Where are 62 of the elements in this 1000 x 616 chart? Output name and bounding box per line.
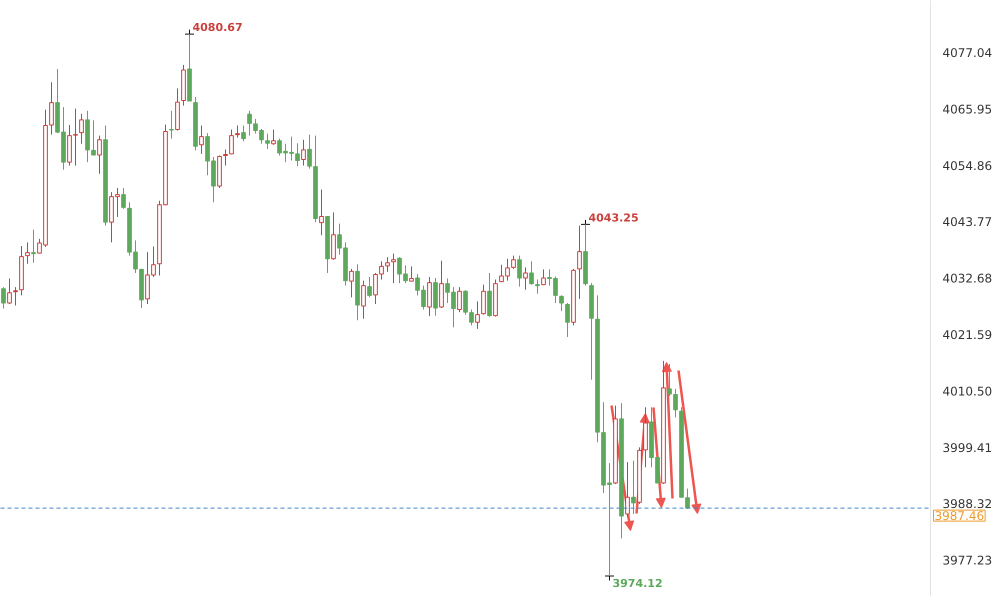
candlestick xyxy=(331,212,336,260)
y-tick-label: 4043.77 xyxy=(942,215,992,230)
y-tick-label: 4021.59 xyxy=(942,328,992,342)
candlestick xyxy=(475,300,480,330)
candlestick xyxy=(169,110,174,140)
y-tick-label: 3988.32 xyxy=(942,497,992,512)
candlestick xyxy=(631,460,636,515)
candlestick xyxy=(241,124,246,142)
candlestick xyxy=(367,276,372,298)
candlestick xyxy=(373,272,378,304)
candlestick xyxy=(91,120,96,156)
candlestick xyxy=(463,290,468,316)
candlestick xyxy=(229,129,234,155)
y-tick-label: 4065.95 xyxy=(942,102,992,116)
candlestick xyxy=(667,363,672,397)
candlestick xyxy=(247,110,252,136)
candlestick xyxy=(481,284,486,316)
candlestick xyxy=(565,302,570,338)
candlestick xyxy=(439,260,444,309)
candlestick xyxy=(457,286,462,313)
candlestick xyxy=(121,188,126,210)
candlestick xyxy=(409,266,414,282)
candlestick xyxy=(361,280,366,320)
candlestick xyxy=(49,82,54,136)
candlestick xyxy=(223,148,228,166)
ref-line-label: 3987.46 xyxy=(934,509,984,524)
candlestick xyxy=(97,135,102,174)
candlestick xyxy=(673,388,678,418)
candlestick xyxy=(265,133,270,150)
annotation: 3974.12 xyxy=(612,576,663,590)
candlestick xyxy=(391,253,396,284)
candlestick xyxy=(559,294,564,312)
annotation: 4043.25 xyxy=(588,211,639,224)
candlestick xyxy=(517,255,522,288)
y-tick-label: 3977.23 xyxy=(942,554,992,568)
y-tick-label: 4032.68 xyxy=(942,272,992,286)
candlestick xyxy=(1,286,6,310)
candlestick xyxy=(541,268,546,286)
candlestick xyxy=(25,242,30,264)
y-tick-label: 4054.86 xyxy=(942,158,992,173)
candlestick xyxy=(319,189,324,236)
y-tick-label: 4077.04 xyxy=(942,46,992,60)
annotation: 4080.67 xyxy=(192,21,243,34)
candlestick xyxy=(235,124,240,138)
candlestick xyxy=(469,309,474,326)
candlestick xyxy=(625,462,630,518)
candlestick xyxy=(295,142,300,167)
candlestick xyxy=(535,279,540,294)
candlestick xyxy=(271,129,276,146)
candlestick xyxy=(7,278,12,304)
candlestick xyxy=(199,124,204,154)
candlestick xyxy=(301,139,306,166)
y-tick-label: 4010.50 xyxy=(942,384,992,398)
candlestick xyxy=(349,268,354,298)
candlestick xyxy=(523,266,528,290)
candlestick xyxy=(31,229,36,264)
candlestick xyxy=(73,108,78,166)
candlestick xyxy=(577,225,582,300)
candlestick xyxy=(529,260,534,286)
candlestick xyxy=(79,113,84,144)
candlestick xyxy=(13,286,18,306)
y-tick-label: 3999.41 xyxy=(942,440,992,455)
